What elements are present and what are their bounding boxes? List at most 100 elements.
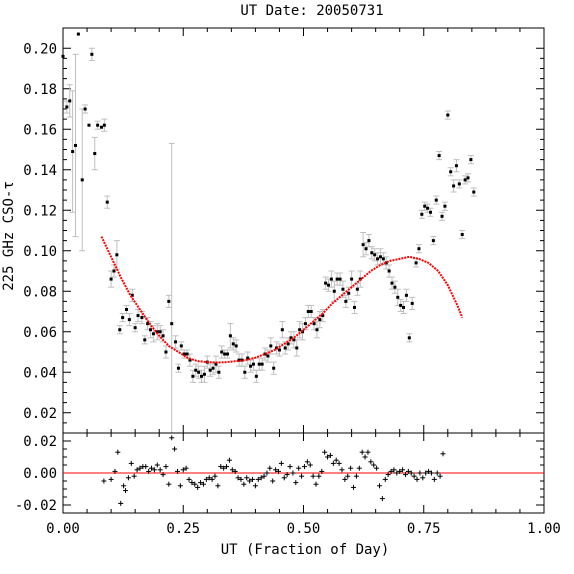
residual-point	[374, 465, 380, 471]
data-point	[457, 182, 461, 186]
residual-point	[322, 449, 328, 455]
data-point	[71, 150, 75, 154]
y-tick-label: 0.18	[23, 82, 57, 98]
data-point	[61, 54, 65, 58]
residual-point	[121, 483, 127, 489]
data-point	[289, 336, 293, 340]
data-point	[130, 293, 134, 297]
data-point	[185, 352, 189, 356]
residual-point	[278, 460, 284, 466]
residual-point	[414, 476, 420, 482]
data-point	[402, 305, 406, 309]
data-point	[384, 261, 388, 265]
data-point	[151, 332, 155, 336]
data-point	[99, 125, 103, 129]
data-point	[220, 350, 224, 354]
residual-point	[108, 476, 114, 482]
y-tick-label: 0.10	[23, 244, 57, 260]
x-tick-label: 0.25	[166, 521, 200, 537]
residual-point	[218, 464, 224, 470]
data-point	[404, 293, 408, 297]
data-point	[208, 368, 212, 372]
data-point	[167, 299, 171, 303]
data-point	[437, 154, 441, 158]
fit-line	[100, 236, 464, 364]
residual-point	[212, 473, 218, 479]
residual-point	[125, 475, 131, 481]
data-point	[396, 295, 400, 299]
residual-point	[123, 488, 129, 494]
residual-point	[339, 467, 345, 473]
data-point	[306, 310, 310, 313]
data-point	[373, 253, 377, 257]
data-point	[449, 170, 453, 174]
data-point	[431, 239, 435, 243]
data-point	[76, 32, 80, 36]
data-point	[390, 281, 394, 285]
residual-point	[362, 454, 368, 460]
residual-point	[301, 464, 307, 470]
data-point	[143, 338, 147, 342]
data-point	[112, 269, 116, 273]
data-point	[174, 340, 178, 344]
data-point	[161, 334, 165, 338]
chart-title: UT Date: 20050731	[240, 3, 383, 19]
data-point	[68, 99, 72, 103]
y-tick-label: 0.04	[23, 365, 57, 381]
residual-point	[359, 449, 365, 455]
residual-point	[157, 467, 163, 473]
residual-point	[371, 462, 377, 468]
data-point	[251, 362, 255, 366]
residual-point	[215, 483, 221, 489]
residual-point	[177, 483, 183, 489]
residual-panel: -0.02 0.00 0.02	[15, 432, 545, 514]
data-point	[393, 285, 397, 289]
data-point	[361, 243, 365, 247]
residual-point	[189, 480, 195, 486]
residual-point	[275, 468, 281, 474]
residual-point	[247, 478, 253, 484]
data-point	[133, 326, 137, 330]
residual-point	[183, 465, 189, 471]
data-point	[202, 372, 206, 376]
residual-point	[325, 454, 331, 460]
residual-point	[333, 457, 339, 463]
y-tick-label: 0.02	[23, 406, 57, 422]
data-point	[240, 358, 244, 362]
data-point	[83, 107, 87, 111]
data-point	[272, 366, 276, 370]
x-tick-label: 0.75	[407, 521, 441, 537]
data-point	[332, 289, 336, 293]
residual-point	[313, 481, 319, 487]
residual-point	[250, 476, 256, 482]
data-point	[191, 374, 195, 378]
data-point	[344, 299, 348, 303]
residual-point	[255, 476, 261, 482]
residual-point	[405, 468, 411, 474]
residual-point	[264, 470, 270, 476]
residual-point	[169, 435, 175, 441]
residual-point	[131, 473, 137, 479]
residual-point	[224, 464, 230, 470]
data-point	[87, 123, 91, 127]
residual-point	[420, 475, 426, 481]
data-point	[303, 322, 307, 326]
residual-point	[316, 473, 322, 479]
residual-point	[112, 468, 118, 474]
residual-point	[115, 449, 121, 455]
residual-point	[423, 470, 429, 476]
data-point	[149, 328, 153, 332]
data-point	[188, 358, 192, 362]
data-point	[127, 318, 131, 322]
residual-point	[174, 468, 180, 474]
residual-point	[440, 451, 446, 457]
data-point	[136, 314, 140, 318]
data-point	[269, 344, 273, 348]
residual-point	[382, 476, 388, 482]
data-point	[211, 366, 215, 370]
x-tick-label: 0.00	[46, 521, 80, 537]
data-point	[118, 328, 122, 332]
error-bars	[63, 47, 477, 434]
data-point	[414, 261, 418, 265]
residual-point	[319, 468, 325, 474]
